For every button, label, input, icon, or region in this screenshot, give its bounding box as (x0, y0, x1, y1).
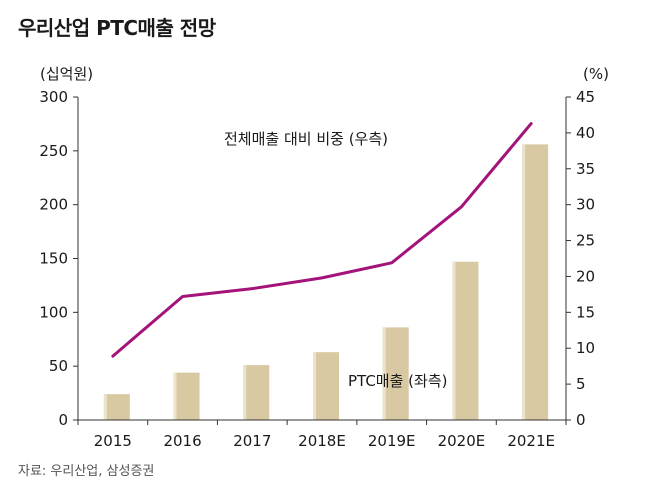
left-tick-label: 50 (49, 357, 68, 375)
bar (313, 352, 339, 420)
right-tick-label: 5 (576, 375, 586, 393)
left-tick-label: 100 (39, 303, 68, 321)
right-tick-label: 20 (576, 267, 595, 285)
left-tick-label: 0 (58, 411, 68, 429)
x-tick-label: 2019E (368, 432, 416, 450)
bar-highlight (313, 352, 316, 420)
right-tick-label: 30 (576, 196, 595, 214)
right-tick-label: 25 (576, 232, 595, 250)
line-series (111, 122, 533, 358)
series-labels: 전체매출 대비 비중 (우측) PTC매출 (좌측) (224, 130, 447, 390)
left-tick-label: 200 (39, 196, 68, 214)
bar-highlight (452, 261, 456, 420)
x-axis: 2015 2016 2017 2018E 2019E 2020E 2021E (77, 419, 567, 450)
bar-series-label: PTC매출 (좌측) (348, 372, 447, 390)
bar (173, 372, 200, 420)
right-tick-label: 10 (576, 339, 595, 357)
line-series-label: 전체매출 대비 비중 (우측) (224, 130, 388, 148)
bar (522, 144, 549, 420)
right-axis: 0 5 10 15 20 25 30 35 40 45 (%) (565, 65, 609, 429)
bar (452, 261, 479, 420)
x-tick-label: 2020E (438, 432, 486, 450)
chart-canvas: 0 50 100 150 200 250 300 (십억원) 0 5 10 15 20 25 30 35 40… (39, 65, 609, 450)
right-tick-label: 40 (576, 124, 595, 142)
left-tick-label: 250 (39, 142, 68, 160)
source-note: 자료: 우리산업, 삼성증권 (18, 464, 155, 479)
right-tick-label: 45 (576, 88, 595, 106)
right-tick-label: 35 (576, 160, 595, 178)
chart-title: 우리산업 PTC매출 전망 (18, 16, 216, 40)
right-tick-label: 0 (576, 411, 586, 429)
bar-highlight (173, 372, 177, 420)
left-axis-unit: (십억원) (40, 65, 93, 83)
bar (382, 327, 409, 420)
bar-highlight (243, 365, 247, 420)
left-axis: 0 50 100 150 200 250 300 (십억원) (39, 65, 93, 429)
bar-highlight (522, 144, 526, 420)
left-tick-label: 300 (39, 88, 68, 106)
bar (243, 365, 270, 420)
share-line (111, 122, 533, 358)
x-tick-label: 2016 (163, 432, 201, 450)
bar-highlight (103, 394, 107, 420)
x-tick-label: 2017 (233, 432, 271, 450)
bar-highlight (382, 327, 386, 420)
x-tick-label: 2018E (298, 432, 346, 450)
right-tick-label: 15 (576, 303, 595, 321)
left-tick-label: 150 (39, 250, 68, 268)
right-axis-unit: (%) (583, 65, 609, 83)
bar-series (103, 144, 549, 420)
x-tick-label: 2015 (94, 432, 132, 450)
bar (103, 394, 130, 420)
x-tick-label: 2021E (507, 432, 555, 450)
